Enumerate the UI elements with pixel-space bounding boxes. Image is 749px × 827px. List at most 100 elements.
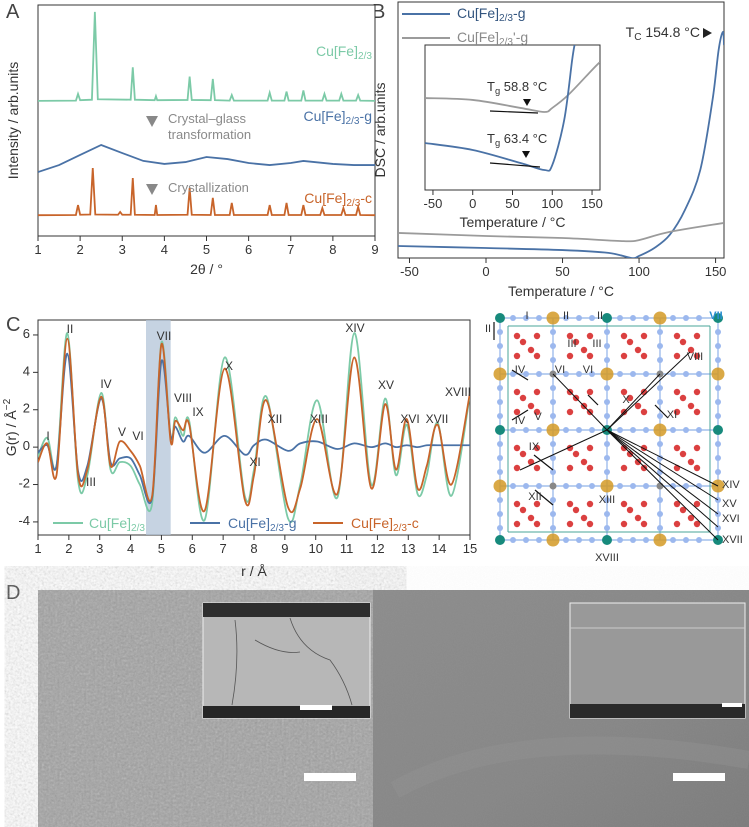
structure-label: XI bbox=[667, 409, 677, 421]
atom-o bbox=[679, 394, 687, 402]
atom-o bbox=[673, 352, 681, 360]
atom-o bbox=[640, 408, 648, 416]
distance-line bbox=[552, 373, 608, 431]
x-tick-label: 2 bbox=[65, 541, 72, 556]
atom-o bbox=[673, 388, 681, 396]
atom-o bbox=[586, 500, 594, 508]
atom-o bbox=[513, 444, 521, 452]
series-label: Cu[Fe]2/3-g bbox=[304, 108, 372, 127]
atom-o bbox=[634, 514, 642, 522]
atom-n bbox=[604, 399, 610, 405]
atom-n bbox=[563, 537, 569, 543]
atom-n bbox=[657, 329, 663, 335]
atom-n bbox=[657, 469, 663, 475]
distance-line bbox=[606, 429, 719, 515]
atom-o bbox=[572, 338, 580, 346]
atom-n bbox=[550, 455, 556, 461]
x-tick-label: 100 bbox=[541, 196, 563, 211]
peak-label: XVI bbox=[400, 412, 419, 426]
atom-o bbox=[566, 352, 574, 360]
atom-n bbox=[510, 371, 516, 377]
atom-n bbox=[715, 385, 721, 391]
distance-line bbox=[606, 351, 691, 431]
series-line bbox=[425, 61, 600, 113]
atom-n bbox=[670, 371, 676, 377]
y-tick-label: 4 bbox=[23, 364, 30, 379]
atom-o bbox=[519, 450, 527, 458]
atom-n bbox=[657, 343, 663, 349]
x-tick-label: 1 bbox=[34, 242, 41, 257]
atom-o bbox=[513, 500, 521, 508]
atom-n bbox=[683, 315, 689, 321]
distance-line bbox=[587, 394, 599, 406]
atom-n bbox=[657, 525, 663, 531]
atom-n bbox=[589, 427, 595, 433]
series-line bbox=[38, 11, 375, 102]
atom-n bbox=[536, 537, 542, 543]
tangent bbox=[489, 110, 539, 114]
atom-o bbox=[533, 352, 541, 360]
atom-n bbox=[696, 537, 702, 543]
atom-n bbox=[589, 537, 595, 543]
atom-n bbox=[715, 469, 721, 475]
atom-n bbox=[715, 455, 721, 461]
marker-triangle bbox=[522, 151, 530, 158]
atom-fe bbox=[546, 423, 560, 437]
x-tick-label: 3 bbox=[119, 242, 126, 257]
x-tick-label: -50 bbox=[424, 196, 443, 211]
atom-n bbox=[563, 427, 569, 433]
peak-label: VII bbox=[157, 329, 172, 343]
distance-line bbox=[534, 489, 554, 506]
atom-o bbox=[519, 338, 527, 346]
x-tick-label: 3 bbox=[96, 541, 103, 556]
atom-o bbox=[620, 388, 628, 396]
structure-label: XV bbox=[722, 498, 737, 510]
series-line bbox=[38, 337, 470, 514]
structure-label: XIII bbox=[599, 494, 616, 506]
structure-label: VI bbox=[555, 364, 565, 376]
atom-n bbox=[589, 483, 595, 489]
peak-label: XIII bbox=[310, 412, 328, 426]
atom-o bbox=[620, 500, 628, 508]
atom-o bbox=[527, 346, 535, 354]
distance-line bbox=[511, 369, 529, 381]
distance-line bbox=[606, 429, 719, 528]
atom-o bbox=[693, 408, 701, 416]
structure-label: IX bbox=[529, 441, 540, 453]
atom-n bbox=[604, 525, 610, 531]
atom-o bbox=[620, 520, 628, 528]
atom-n bbox=[643, 427, 649, 433]
x-tick-label: 14 bbox=[432, 541, 446, 556]
atom-fe bbox=[653, 423, 667, 437]
atom-n bbox=[617, 315, 623, 321]
structure-label: IV bbox=[515, 415, 526, 427]
atom-cu bbox=[713, 313, 723, 323]
atom-c bbox=[656, 482, 664, 490]
atom-o bbox=[640, 388, 648, 396]
y-axis-label: DSC / arb.units bbox=[372, 83, 388, 178]
atom-n bbox=[670, 315, 676, 321]
atom-n bbox=[643, 315, 649, 321]
atom-n bbox=[563, 483, 569, 489]
atom-n bbox=[715, 399, 721, 405]
annotation: Tg 63.4 °C bbox=[487, 131, 547, 148]
x-axis-label: Temperature / °C bbox=[508, 283, 614, 299]
atom-n bbox=[510, 537, 516, 543]
atom-o bbox=[513, 388, 521, 396]
peak-label: XVIII bbox=[445, 385, 471, 399]
atom-n bbox=[550, 329, 556, 335]
atom-o bbox=[634, 402, 642, 410]
structure-label: VIII bbox=[687, 351, 704, 363]
atom-o bbox=[634, 458, 642, 466]
atom-n bbox=[617, 537, 623, 543]
atom-o bbox=[586, 520, 594, 528]
annotation: transformation bbox=[168, 127, 251, 142]
atom-fe bbox=[600, 479, 614, 493]
atom-n bbox=[630, 537, 636, 543]
atom-n bbox=[657, 399, 663, 405]
atom-o bbox=[687, 346, 695, 354]
atom-o bbox=[527, 402, 535, 410]
atom-n bbox=[715, 525, 721, 531]
atom-o bbox=[626, 394, 634, 402]
